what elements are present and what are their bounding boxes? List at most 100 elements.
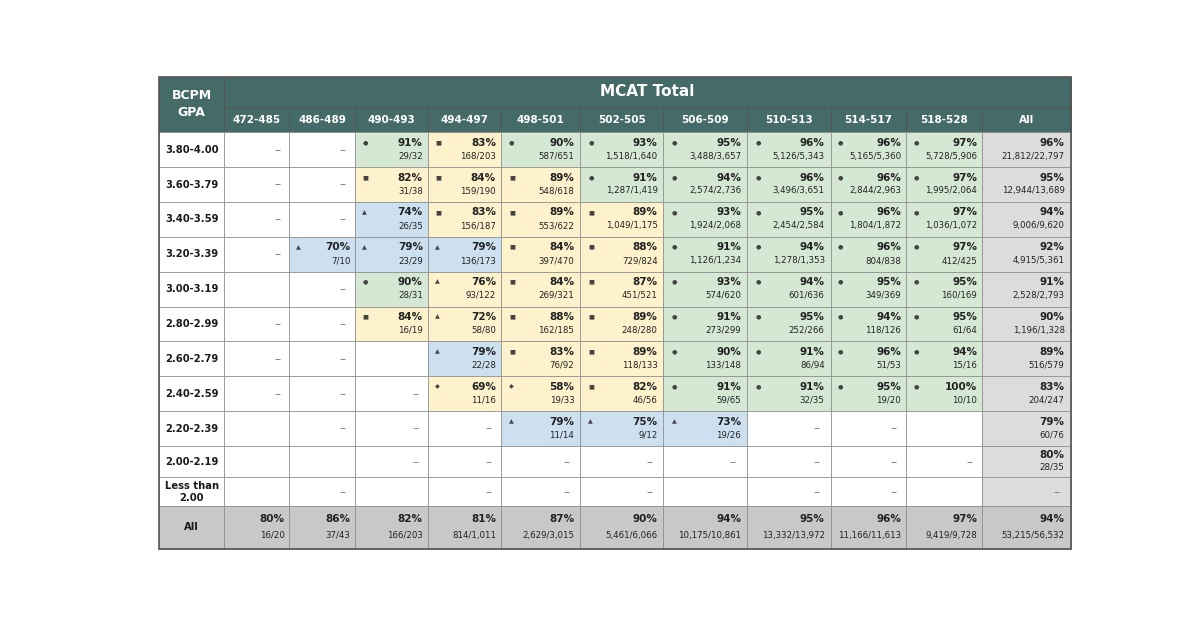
Bar xyxy=(983,446,1070,477)
Text: --: -- xyxy=(340,389,347,399)
Bar xyxy=(502,107,580,132)
Text: 349/369: 349/369 xyxy=(865,291,901,300)
Text: 96%: 96% xyxy=(799,173,824,183)
Bar xyxy=(160,202,224,237)
Text: 2.80-2.99: 2.80-2.99 xyxy=(164,319,218,329)
Bar xyxy=(224,446,289,477)
Text: 94%: 94% xyxy=(716,514,742,524)
Text: 86/94: 86/94 xyxy=(800,361,824,370)
Text: 86%: 86% xyxy=(325,514,350,524)
Text: 80%: 80% xyxy=(259,514,284,524)
Text: 79%: 79% xyxy=(470,242,496,253)
Text: 51/53: 51/53 xyxy=(876,361,901,370)
Text: MCAT Total: MCAT Total xyxy=(600,84,695,100)
Text: --: -- xyxy=(340,180,347,189)
Text: 2,454/2,584: 2,454/2,584 xyxy=(773,221,824,230)
Text: --: -- xyxy=(340,319,347,329)
Bar xyxy=(355,342,428,376)
Text: --: -- xyxy=(647,487,653,497)
Text: ●: ● xyxy=(914,175,919,180)
Text: 2.00-2.19: 2.00-2.19 xyxy=(164,457,218,467)
Bar xyxy=(746,446,830,477)
Text: 84%: 84% xyxy=(550,277,575,287)
Text: 136/173: 136/173 xyxy=(460,256,496,265)
Text: 5,126/5,343: 5,126/5,343 xyxy=(773,152,824,160)
Text: --: -- xyxy=(340,423,347,433)
Bar xyxy=(160,376,224,411)
Bar xyxy=(224,107,289,132)
Text: ▲: ▲ xyxy=(362,210,367,215)
Text: ■: ■ xyxy=(588,210,594,215)
Text: 510-513: 510-513 xyxy=(764,115,812,125)
Bar xyxy=(664,107,746,132)
Text: ●: ● xyxy=(838,175,844,180)
Bar xyxy=(160,77,224,132)
Bar xyxy=(746,506,830,548)
Text: 16/19: 16/19 xyxy=(398,326,422,335)
Bar xyxy=(289,306,355,342)
Text: 118/126: 118/126 xyxy=(865,326,901,335)
Text: ●: ● xyxy=(509,141,515,145)
Text: 93%: 93% xyxy=(716,207,742,217)
Text: 2,574/2,736: 2,574/2,736 xyxy=(689,186,742,196)
Bar xyxy=(580,411,664,446)
Text: 553/622: 553/622 xyxy=(539,221,575,230)
Text: 5,461/6,066: 5,461/6,066 xyxy=(606,530,658,540)
Text: 3.60-3.79: 3.60-3.79 xyxy=(164,180,218,189)
Text: 94%: 94% xyxy=(716,173,742,183)
Text: 79%: 79% xyxy=(550,417,575,426)
Bar xyxy=(224,237,289,272)
Text: ■: ■ xyxy=(436,141,442,145)
Bar xyxy=(580,107,664,132)
Text: 11/14: 11/14 xyxy=(550,430,575,439)
Text: 84%: 84% xyxy=(397,312,422,322)
Text: 23/29: 23/29 xyxy=(398,256,422,265)
Text: 91%: 91% xyxy=(799,347,824,357)
Text: 95%: 95% xyxy=(799,312,824,322)
Text: 2.40-2.59: 2.40-2.59 xyxy=(164,389,218,399)
Text: ■: ■ xyxy=(436,175,442,180)
Bar xyxy=(830,237,906,272)
Bar xyxy=(906,306,983,342)
Text: 95%: 95% xyxy=(799,514,824,524)
Bar xyxy=(224,167,289,202)
Text: 3.00-3.19: 3.00-3.19 xyxy=(164,284,218,294)
Text: --: -- xyxy=(413,389,419,399)
Text: ●: ● xyxy=(755,175,761,180)
Text: 248/280: 248/280 xyxy=(622,326,658,335)
Bar xyxy=(289,342,355,376)
Text: 3.80-4.00: 3.80-4.00 xyxy=(164,145,218,155)
Text: 12,944/13,689: 12,944/13,689 xyxy=(1002,186,1064,196)
Text: 53,215/56,532: 53,215/56,532 xyxy=(1001,530,1064,540)
Bar xyxy=(224,506,289,548)
Bar xyxy=(502,376,580,411)
Text: ●: ● xyxy=(838,384,844,389)
Text: 96%: 96% xyxy=(876,138,901,148)
Text: ■: ■ xyxy=(588,280,594,285)
Text: ■: ■ xyxy=(509,210,515,215)
Bar xyxy=(224,477,289,506)
Text: 83%: 83% xyxy=(1039,382,1064,392)
Bar xyxy=(502,446,580,477)
Bar xyxy=(355,411,428,446)
Bar xyxy=(289,411,355,446)
Text: 90%: 90% xyxy=(550,138,575,148)
Bar xyxy=(746,376,830,411)
Bar xyxy=(906,237,983,272)
Bar xyxy=(746,202,830,237)
Bar xyxy=(502,167,580,202)
Bar xyxy=(580,132,664,167)
Bar xyxy=(580,237,664,272)
Text: 22/28: 22/28 xyxy=(472,361,496,370)
Text: 168/203: 168/203 xyxy=(460,152,496,160)
Text: 79%: 79% xyxy=(398,242,422,253)
Text: 1,126/1,234: 1,126/1,234 xyxy=(689,256,742,265)
Text: ■: ■ xyxy=(588,314,594,319)
Text: ●: ● xyxy=(588,175,594,180)
Text: 95%: 95% xyxy=(876,277,901,287)
Bar xyxy=(160,342,224,376)
Text: 160/169: 160/169 xyxy=(941,291,977,300)
Text: 10/10: 10/10 xyxy=(953,396,977,404)
Text: All: All xyxy=(185,522,199,532)
Text: 89%: 89% xyxy=(550,173,575,183)
